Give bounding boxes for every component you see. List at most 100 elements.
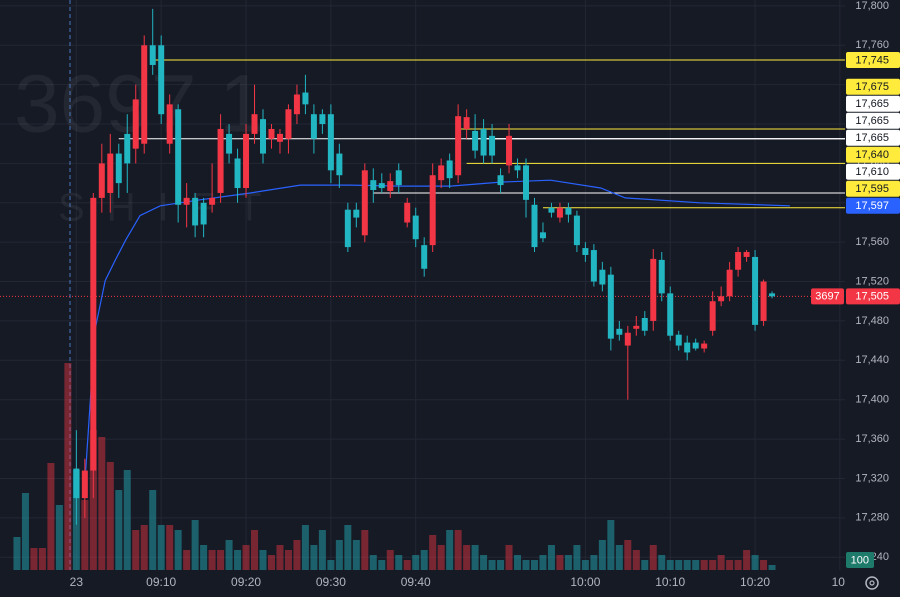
volume-bar: [38, 548, 46, 570]
candle-body: [243, 133, 250, 189]
candle-body: [260, 119, 267, 154]
volume-bar: [471, 545, 479, 570]
candle-body: [192, 197, 199, 226]
candle-body: [387, 181, 394, 191]
candle-body: [183, 197, 190, 205]
volume-bar: [335, 540, 343, 570]
candle-body: [539, 232, 546, 239]
volume-bar: [140, 525, 148, 570]
volume-bar: [420, 550, 428, 570]
volume-bar: [598, 540, 606, 570]
price-tag: [846, 112, 900, 129]
candle-body: [132, 99, 139, 149]
candle-body: [158, 45, 165, 115]
candle-body: [650, 258, 657, 321]
volume-bar: [166, 525, 174, 570]
candle-body: [107, 153, 114, 193]
volume-tag-label: 100: [851, 554, 869, 566]
volume-bar: [505, 545, 513, 570]
volume-bar: [259, 550, 267, 570]
candle-body: [726, 269, 733, 297]
candle-body: [175, 109, 182, 205]
candle-body: [565, 207, 572, 215]
candle-body: [209, 197, 216, 205]
candle-body: [489, 135, 496, 156]
volume-bar: [395, 555, 403, 570]
volume-bar: [293, 540, 301, 570]
volume-bar: [327, 560, 335, 570]
volume-bar: [607, 520, 615, 570]
price-tag: [846, 52, 900, 69]
candle-body: [98, 163, 105, 198]
candle-body: [378, 183, 385, 189]
volume-bar: [751, 555, 759, 570]
volume-bar: [717, 555, 725, 570]
candle-body: [455, 116, 462, 176]
settings-icon[interactable]: [865, 576, 879, 590]
price-tag-label: 17,597: [855, 200, 889, 212]
volume-bar: [514, 555, 522, 570]
volume-bar: [208, 550, 216, 570]
candle-body: [361, 170, 368, 236]
moving-average: [85, 179, 790, 471]
candle-body: [327, 114, 334, 171]
volume-bar: [573, 545, 581, 570]
symbol-tag: [811, 288, 844, 305]
volume-bar: [488, 560, 496, 570]
candle-body: [667, 293, 674, 336]
candle-body: [641, 317, 648, 331]
volume-bar: [225, 540, 233, 570]
volume-bar: [692, 560, 700, 570]
levels: [0, 59, 845, 297]
x-tick-label: 09:40: [401, 575, 431, 589]
volume-bar: [683, 560, 691, 570]
volume-bar: [284, 550, 292, 570]
candle-body: [599, 269, 606, 285]
price-tag: [846, 180, 900, 197]
candle-body: [251, 114, 258, 134]
candle-body: [760, 281, 767, 321]
settings-icon-center: [869, 580, 875, 586]
price-tag: [846, 163, 900, 180]
candle-body: [446, 160, 453, 179]
candle-body: [234, 158, 241, 189]
candle-body: [735, 252, 742, 270]
volume-bar: [318, 530, 326, 570]
candle-body: [285, 109, 292, 139]
volume-bar: [30, 548, 38, 570]
x-tick-label: 09:30: [316, 575, 346, 589]
y-tick-label: 17,760: [855, 39, 889, 51]
y-tick-label: 17,440: [855, 354, 889, 366]
candle-body: [200, 202, 207, 225]
volume-bar: [123, 470, 131, 570]
y-tick-label: 17,520: [855, 275, 889, 287]
candle-body: [497, 175, 504, 186]
x-tick-label: 10:00: [570, 575, 600, 589]
volume-bar: [675, 560, 683, 570]
candle-body: [709, 301, 716, 331]
volume-bar: [64, 363, 72, 570]
x-tick-label: 10:: [832, 575, 849, 589]
volume-bar: [55, 505, 63, 570]
volume-bar: [369, 555, 377, 570]
candle-body: [463, 117, 470, 129]
price-tag-label: 17,610: [855, 166, 889, 178]
volume-bar: [615, 545, 623, 570]
volume-bar: [403, 560, 411, 570]
price-tag: [846, 146, 900, 163]
volume-bar: [700, 560, 708, 570]
volume-bar: [251, 530, 259, 570]
candle-body: [421, 245, 428, 269]
candle-body: [506, 135, 513, 166]
y-tick-label: 17,320: [855, 472, 889, 484]
x-tick-label: 10:20: [740, 575, 770, 589]
volume-bar: [564, 555, 572, 570]
volume-bar: [191, 520, 199, 570]
volume-bar: [267, 555, 275, 570]
candle-body: [73, 468, 80, 499]
price-tags: 17,745 17,675 17,665 17,665 17,665 17,640 17,6…: [811, 52, 900, 568]
candle-body: [616, 328, 623, 335]
candle-body: [701, 343, 708, 349]
volume-bar: [760, 560, 768, 570]
